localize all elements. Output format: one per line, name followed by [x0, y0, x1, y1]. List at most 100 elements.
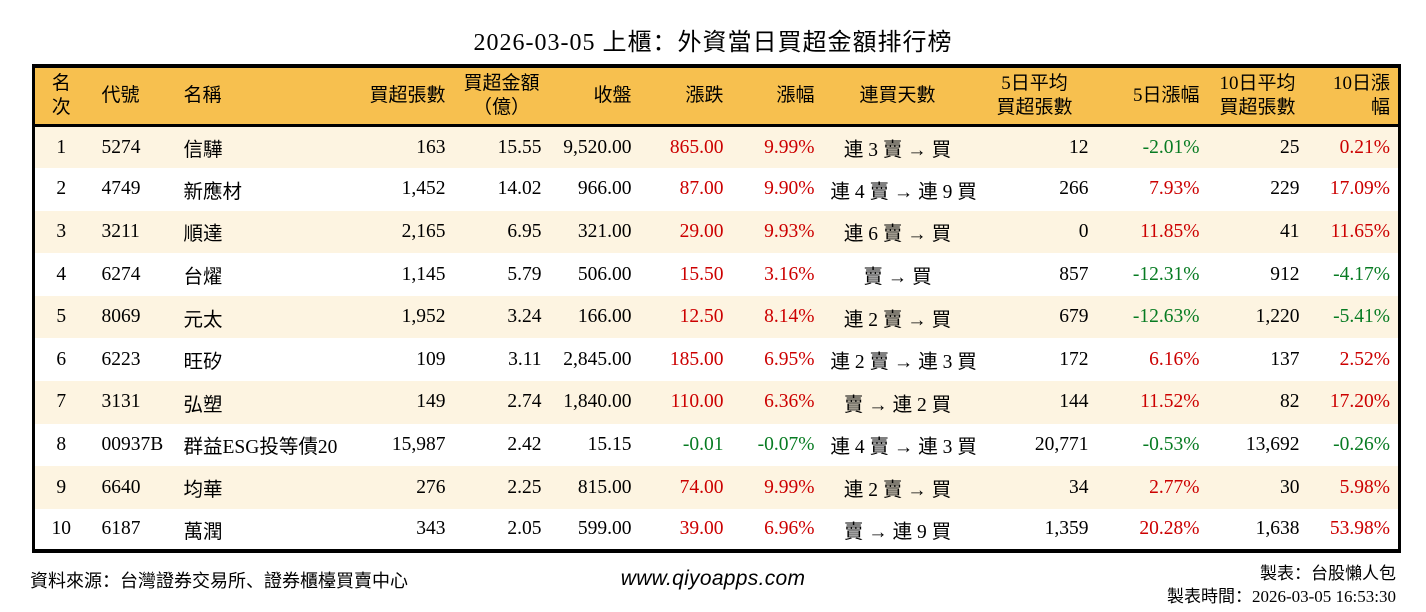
pct5-cell: 20.28%: [1139, 518, 1200, 540]
buy-amount-cell: 2.05: [507, 518, 542, 540]
buy-volume-cell: 343: [416, 518, 446, 540]
column-header-avg10-volume: 10日平均 買超張數: [1219, 73, 1296, 118]
change-cell: 12.50: [679, 306, 724, 328]
pct10-cell: 0.21%: [1339, 136, 1390, 158]
close-cell: 2,845.00: [563, 348, 632, 370]
table-row: 6 6223 旺矽 109 3.11 2,845.00 185.00 6.95% 連 2 賣 →…: [33, 338, 1400, 382]
close-cell: 9,520.00: [563, 136, 632, 158]
close-cell: 599.00: [577, 518, 632, 540]
pct10-cell: -0.26%: [1333, 433, 1390, 455]
avg10-volume-cell: 30: [1280, 476, 1300, 498]
buy-volume-cell: 109: [416, 348, 446, 370]
buy-volume-cell: 276: [416, 476, 446, 498]
close-cell: 966.00: [577, 178, 632, 200]
change-cell: 865.00: [669, 136, 724, 158]
column-header-avg5-volume: 5日平均 買超張數: [996, 73, 1073, 118]
code-cell: 4749: [101, 178, 141, 200]
table-row: 8 00937B 群益ESG投等債20 15,987 2.42 15.15 -0.01 -0.…: [33, 423, 1400, 467]
change-pct-cell: 6.95%: [764, 348, 815, 370]
column-header-pct5: 5日漲幅: [1132, 85, 1200, 106]
buy-volume-cell: 2,165: [401, 220, 446, 242]
buy-volume-cell: 1,952: [401, 306, 446, 328]
pct10-cell: 5.98%: [1339, 476, 1390, 498]
foreign-net-buy-ranking-table: 名次 代號 名稱 買超張數 買超金額 （億） 收盤 漲跌 漲幅 連買天數 5日平均 買超張數 5日漲…: [32, 64, 1401, 554]
close-cell: 321.00: [577, 220, 632, 242]
table-row: 10 6187 萬潤 343 2.05 599.00 39.00 6.96% 賣 → 連 9 買…: [33, 508, 1400, 552]
header-row: 名次 代號 名稱 買超張數 買超金額 （億） 收盤 漲跌 漲幅 連買天數 5日平均 買超張數 5日漲…: [33, 66, 1400, 126]
streak-cell: 賣 → 連 2 買: [843, 394, 952, 416]
table-row: 1 5274 信驊 163 15.55 9,520.00 865.00 9.99% 連 3 賣 …: [33, 125, 1400, 169]
change-cell: 39.00: [679, 518, 724, 540]
buy-volume-cell: 1,452: [401, 178, 446, 200]
change-pct-cell: 9.90%: [764, 178, 815, 200]
streak-cell: 連 2 賣 → 買: [843, 480, 952, 502]
code-cell: 00937B: [101, 433, 164, 455]
avg10-volume-cell: 229: [1270, 178, 1300, 200]
pct5-cell: -12.63%: [1132, 306, 1200, 328]
table-body: 1 5274 信驊 163 15.55 9,520.00 865.00 9.99% 連 3 賣 …: [33, 125, 1400, 552]
streak-cell: 賣 → 買: [863, 267, 932, 289]
close-cell: 1,840.00: [563, 391, 632, 413]
streak-cell: 連 3 賣 → 買: [843, 140, 952, 162]
name-cell: 新應材: [183, 181, 243, 203]
data-source-label: 資料來源：台灣證券交易所、證券櫃檯買賣中心: [30, 571, 408, 592]
buy-amount-cell: 3.24: [507, 306, 542, 328]
change-cell: 110.00: [670, 391, 724, 413]
avg5-volume-cell: 0: [1078, 220, 1089, 242]
change-cell: 185.00: [669, 348, 724, 370]
streak-cell: 連 4 賣 → 連 9 買: [830, 181, 977, 203]
name-cell: 均華: [183, 480, 223, 502]
table-row: 7 3131 弘塑 149 2.74 1,840.00 110.00 6.36% 賣 → 連 2…: [33, 381, 1400, 424]
change-pct-cell: 3.16%: [764, 263, 815, 285]
buy-volume-cell: 163: [416, 136, 446, 158]
buy-amount-cell: 6.95: [507, 220, 542, 242]
buy-volume-cell: 15,987: [391, 433, 446, 455]
column-header-buy-amount: 買超金額 （億）: [463, 73, 540, 118]
rank-cell: 4: [56, 263, 67, 285]
code-cell: 8069: [101, 306, 141, 328]
pct5-cell: -2.01%: [1142, 136, 1200, 158]
avg5-volume-cell: 679: [1059, 306, 1089, 328]
avg5-volume-cell: 144: [1059, 391, 1089, 413]
buy-amount-cell: 15.55: [497, 136, 542, 158]
streak-cell: 連 4 賣 → 連 3 買: [830, 437, 977, 459]
close-cell: 15.15: [587, 433, 632, 455]
buy-amount-cell: 5.79: [507, 263, 542, 285]
page-title: 2026-03-05 上櫃：外資當日買超金額排行榜: [473, 30, 953, 56]
column-header-code: 代號: [101, 85, 140, 106]
name-cell: 萬潤: [183, 521, 223, 543]
column-header-name: 名稱: [183, 85, 222, 106]
footer: 資料來源：台灣證券交易所、證券櫃檯買賣中心 www.qiyoapps.com 製…: [30, 562, 1396, 608]
code-cell: 6187: [101, 518, 141, 540]
buy-amount-cell: 14.02: [497, 178, 542, 200]
column-header-change-pct: 漲幅: [776, 85, 815, 106]
table-row: 3 3211 順達 2,165 6.95 321.00 29.00 9.93% 連 6 賣 → …: [33, 210, 1400, 254]
code-cell: 6274: [101, 263, 141, 285]
avg10-volume-cell: 13,692: [1245, 433, 1300, 455]
code-cell: 6640: [101, 476, 141, 498]
code-cell: 6223: [101, 348, 141, 370]
streak-cell: 連 2 賣 → 連 3 買: [830, 352, 977, 374]
name-cell: 信驊: [183, 140, 223, 162]
column-header-pct10: 10日漲幅: [1332, 73, 1390, 118]
avg10-volume-cell: 25: [1280, 136, 1300, 158]
website-label: www.qiyoapps.com: [620, 567, 806, 591]
code-cell: 3211: [101, 220, 140, 242]
close-cell: 815.00: [577, 476, 632, 498]
pct5-cell: 7.93%: [1149, 178, 1200, 200]
made-time-label: 製表時間：2026-03-05 16:53:30: [1166, 587, 1397, 607]
avg5-volume-cell: 34: [1069, 476, 1089, 498]
change-pct-cell: 9.99%: [764, 476, 815, 498]
streak-cell: 連 2 賣 → 買: [843, 309, 952, 331]
name-cell: 旺矽: [183, 352, 223, 374]
avg5-volume-cell: 12: [1069, 136, 1089, 158]
name-cell: 元太: [183, 309, 223, 331]
avg10-volume-cell: 1,638: [1255, 518, 1300, 540]
table-row: 4 6274 台燿 1,145 5.79 506.00 15.50 3.16% 賣 → 買 857…: [33, 253, 1400, 296]
rank-cell: 10: [51, 518, 72, 540]
rank-cell: 2: [56, 178, 67, 200]
buy-volume-cell: 1,145: [401, 263, 446, 285]
pct10-cell: 2.52%: [1339, 348, 1390, 370]
pct10-cell: 17.09%: [1329, 178, 1390, 200]
buy-amount-cell: 2.74: [507, 391, 542, 413]
